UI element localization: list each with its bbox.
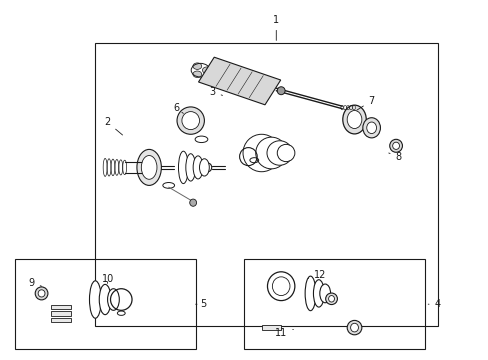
Text: 6: 6	[173, 103, 183, 113]
Ellipse shape	[185, 154, 195, 181]
Text: 7: 7	[356, 96, 374, 110]
Text: 8: 8	[388, 152, 401, 162]
Ellipse shape	[141, 156, 157, 179]
Bar	[261, 325, 281, 330]
Ellipse shape	[193, 156, 203, 179]
Ellipse shape	[305, 276, 315, 311]
Ellipse shape	[107, 289, 119, 310]
Ellipse shape	[255, 137, 286, 169]
Text: 10: 10	[101, 274, 114, 284]
Bar	[51, 318, 71, 322]
Text: 12: 12	[308, 270, 326, 280]
Text: 9: 9	[29, 278, 41, 288]
Text: 4: 4	[427, 299, 440, 309]
Text: 5: 5	[195, 299, 205, 309]
Ellipse shape	[243, 134, 280, 172]
Ellipse shape	[182, 112, 199, 130]
Text: 3: 3	[209, 87, 222, 97]
Ellipse shape	[178, 151, 188, 184]
Ellipse shape	[346, 320, 361, 335]
Ellipse shape	[392, 142, 399, 149]
Bar	[51, 311, 71, 316]
Ellipse shape	[389, 139, 402, 152]
Ellipse shape	[189, 199, 196, 206]
Ellipse shape	[192, 71, 201, 77]
Ellipse shape	[35, 287, 48, 300]
Ellipse shape	[266, 141, 292, 165]
Ellipse shape	[177, 107, 204, 134]
Ellipse shape	[277, 144, 294, 162]
Ellipse shape	[137, 149, 161, 185]
Ellipse shape	[362, 118, 380, 138]
Ellipse shape	[366, 122, 376, 134]
Bar	[51, 305, 71, 309]
Ellipse shape	[342, 105, 366, 134]
Ellipse shape	[346, 111, 361, 129]
Ellipse shape	[99, 284, 111, 315]
Ellipse shape	[325, 293, 337, 305]
Text: 2: 2	[104, 117, 122, 135]
Ellipse shape	[38, 290, 45, 297]
Ellipse shape	[192, 63, 201, 69]
Ellipse shape	[313, 280, 324, 307]
Ellipse shape	[277, 87, 285, 95]
Ellipse shape	[319, 284, 330, 303]
Ellipse shape	[89, 281, 101, 318]
Text: 11: 11	[274, 328, 293, 338]
Polygon shape	[198, 57, 280, 105]
Ellipse shape	[202, 67, 211, 73]
Ellipse shape	[350, 323, 358, 332]
Ellipse shape	[328, 296, 334, 302]
Ellipse shape	[199, 159, 209, 176]
Text: 1: 1	[273, 15, 279, 40]
